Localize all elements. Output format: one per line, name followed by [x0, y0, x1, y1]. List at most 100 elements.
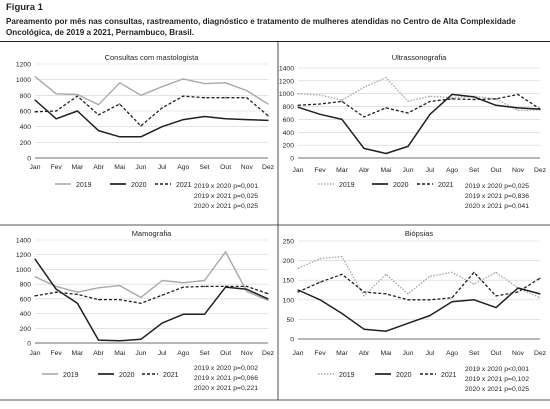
- biopsias-series-2019-point: [319, 258, 321, 260]
- mamografia-x-tick-label: Out: [220, 350, 231, 357]
- consultas-series-2019-point: [246, 90, 248, 92]
- biopsias-x-tick-label: Jun: [403, 350, 414, 357]
- mamografia-series-2019-point: [225, 251, 227, 253]
- ultrassonografia-series-2019-point: [385, 77, 387, 79]
- ultrassonografia-x-tick-label: Mar: [336, 167, 348, 174]
- ultrassonografia-y-tick-label: 0: [290, 156, 294, 163]
- consultas-series-2021-point: [97, 114, 100, 116]
- consultas-stat-line: 2019 x 2021 p=0,025: [194, 193, 258, 200]
- biopsias-series-2021-point: [341, 273, 343, 275]
- consultas-series-2019-point: [34, 75, 36, 78]
- consultas-series-2020-point: [97, 130, 100, 132]
- ultrassonografia-series-2021-point: [363, 116, 365, 118]
- consultas-y-tick-label: 400: [20, 124, 32, 131]
- ultrassonografia-series-2020-point: [473, 96, 475, 98]
- consultas-series-2020-point: [182, 119, 184, 121]
- consultas-series-2020-point: [55, 118, 57, 120]
- ultrassonografia-x-tick-label: Ago: [446, 167, 458, 174]
- ultrassonografia-series-2021-point: [407, 112, 409, 114]
- mamografia-series-2019-point: [97, 287, 100, 289]
- header-divider: [0, 41, 550, 42]
- ultrassonografia-series-2019-line: [297, 76, 541, 112]
- biopsias-series-2020-point: [451, 301, 453, 303]
- biopsias-series-2021-point: [407, 299, 409, 301]
- ultrassonografia-x-tick-label: Nov: [512, 167, 525, 174]
- mamografia-legend-label-2021: 2021: [163, 372, 179, 379]
- mamografia-series-2020-point: [34, 258, 36, 260]
- consultas-series-2020-point: [246, 119, 248, 121]
- biopsias-y-tick-label: 150: [283, 278, 295, 285]
- mamografia-series-2021-point: [34, 295, 36, 297]
- biopsias-series-2021-point: [495, 295, 497, 297]
- mamografia-series-2019-point: [119, 285, 121, 287]
- biopsias-series-2019-point: [407, 293, 409, 295]
- ultrassonografia-series-2021-point: [319, 103, 321, 105]
- consultas-series-2021-point: [119, 103, 121, 105]
- mamografia-y-tick-label: 800: [20, 282, 32, 289]
- mamografia-series-2021-point: [97, 299, 100, 301]
- consultas-series-2020-point: [203, 115, 206, 118]
- biopsias-series-2019-point: [539, 297, 541, 299]
- ultrassonografia-series-2021-point: [451, 98, 453, 100]
- mamografia-series-2021-point: [140, 302, 142, 304]
- biopsias-series-2019-point: [495, 271, 497, 273]
- biopsias-x-tick-label: Out: [491, 350, 502, 357]
- mamografia-y-tick-label: 1200: [16, 252, 31, 259]
- biopsias-series-2020-point: [341, 312, 343, 315]
- biopsias-x-tick-label: Set: [469, 350, 479, 357]
- biopsias-series-2019-point: [473, 283, 475, 285]
- mamografia-series-2020-point: [97, 339, 100, 341]
- ultrassonografia-series-2019-point: [517, 109, 519, 111]
- ultrassonografia-series-2020-point: [385, 152, 387, 155]
- ultrassonografia-series-2019-point: [451, 97, 453, 99]
- mamografia-series-2020-line: [34, 258, 269, 342]
- ultrassonografia-x-tick-label: Set: [469, 167, 479, 174]
- mamografia-series-2020-point: [76, 302, 78, 304]
- mamografia-series-2021-point: [267, 293, 269, 295]
- mamografia-x-tick-label: Jan: [30, 350, 41, 357]
- consultas-series-2019-point: [76, 93, 78, 96]
- biopsias-series-2020-point: [407, 322, 409, 324]
- consultas-series-2020-point: [140, 136, 142, 138]
- ultrassonografia-y-tick-label: 600: [283, 117, 295, 124]
- ultrassonografia-series-2020-point: [319, 113, 321, 115]
- mamografia-series-2019-point: [161, 279, 163, 282]
- mamografia-y-tick-label: 400: [20, 311, 32, 318]
- ultrassonografia-series-2021-point: [341, 100, 343, 102]
- consultas-legend-label-2021: 2021: [176, 182, 192, 189]
- biopsias-x-tick-label: Ago: [446, 350, 458, 357]
- mamografia-stat-line: 2019 x 2020 p=0,002: [194, 365, 258, 372]
- biopsias-stat-line: 2019 x 2020 p<0,001: [465, 366, 529, 373]
- biopsias-stat-line: 2020 x 2021 p=0,025: [465, 386, 529, 393]
- mamografia-x-tick-label: Dez: [262, 350, 275, 357]
- mamografia-legend-label-2020: 2020: [119, 372, 135, 379]
- biopsias-series-2019-line: [297, 256, 541, 299]
- mamografia-series-2019-point: [140, 296, 142, 298]
- mamografia-series-2021-point: [203, 285, 206, 287]
- biopsias-series-2021-point: [451, 297, 453, 299]
- figure-caption: Pareamento por mês nas consultas, rastre…: [6, 17, 516, 37]
- mamografia-series-2019-point: [76, 291, 78, 293]
- ultrassonografia-series-2021-point: [429, 100, 431, 102]
- ultrassonografia-y-tick-label: 1400: [279, 66, 294, 73]
- ultrassonografia-stat-line: 2020 x 2021 p=0,041: [465, 203, 529, 210]
- ultrassonografia-series-2021-point: [385, 107, 387, 109]
- ultrassonografia-y-tick-label: 1000: [279, 91, 294, 98]
- consultas-x-tick-label: Mai: [114, 164, 125, 171]
- biopsias-series-2020-line: [297, 287, 541, 332]
- consultas-x-tick-label: Mar: [72, 164, 84, 171]
- mamografia-series-2019-point: [182, 282, 184, 284]
- biopsias-series-2021-point: [385, 293, 387, 295]
- ultrassonografia-series-2019-point: [297, 93, 299, 95]
- consultas-series-2021-line: [34, 95, 269, 127]
- biopsias-series-2019-point: [341, 256, 343, 258]
- biopsias-legend-label-2020: 2020: [396, 372, 412, 379]
- mamografia-series-2019-point: [55, 285, 57, 287]
- biopsias-y-tick-label: 200: [283, 258, 295, 265]
- biopsias-legend-label-2021: 2021: [441, 372, 457, 379]
- biopsias-series-2021-line: [297, 271, 541, 301]
- consultas-series-2019-point: [140, 94, 142, 96]
- consultas-series-2020-point: [225, 118, 227, 120]
- consultas-x-tick-label: Out: [220, 164, 231, 171]
- ultrassonografia-series-2019-point: [429, 95, 431, 97]
